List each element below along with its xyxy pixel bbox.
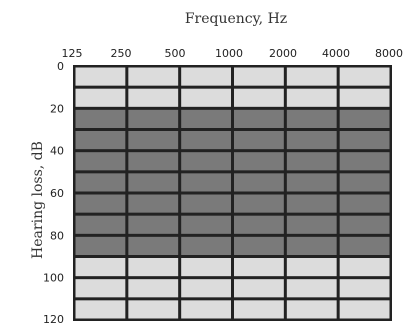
shaded-cell	[285, 172, 338, 193]
shaded-cell	[233, 130, 285, 151]
shaded-cell	[74, 151, 127, 172]
cell	[233, 257, 285, 278]
shaded-cell	[74, 172, 127, 193]
cell	[233, 66, 285, 87]
x-tick-label: 4000	[322, 47, 350, 60]
shaded-cell	[338, 193, 391, 214]
cell	[180, 278, 232, 299]
cell	[338, 87, 391, 108]
y-tick-label: 100	[43, 272, 64, 285]
cell	[180, 66, 232, 87]
cell	[74, 257, 127, 278]
cell	[338, 66, 391, 87]
x-tick-label: 500	[165, 47, 186, 60]
x-axis-ticks: 125 250 500 1000 2000 4000 8000	[62, 47, 404, 60]
shaded-cell	[285, 193, 338, 214]
cell	[74, 278, 127, 299]
cell	[233, 278, 285, 299]
y-tick-label: 80	[50, 229, 64, 242]
x-tick-label: 2000	[269, 47, 297, 60]
shaded-cell	[180, 151, 232, 172]
cell	[285, 299, 338, 320]
shaded-cell	[285, 235, 338, 257]
shaded-cell	[233, 151, 285, 172]
cell	[338, 299, 391, 320]
shaded-cell	[127, 214, 180, 235]
cell	[285, 87, 338, 108]
cell	[127, 278, 180, 299]
shaded-cell	[127, 151, 180, 172]
cell	[180, 257, 232, 278]
shaded-cell	[233, 172, 285, 193]
cell	[127, 257, 180, 278]
x-tick-label: 125	[62, 47, 83, 60]
y-axis-label: Hearing loss, dB	[30, 141, 46, 259]
x-tick-label: 250	[111, 47, 132, 60]
cell	[233, 299, 285, 320]
y-tick-label: 40	[50, 145, 64, 158]
shaded-cell	[285, 130, 338, 151]
shaded-cell	[338, 172, 391, 193]
shaded-cell	[180, 193, 232, 214]
cell	[74, 299, 127, 320]
cell	[74, 87, 127, 108]
shaded-cell	[338, 108, 391, 130]
x-tick-label: 8000	[375, 47, 403, 60]
shaded-cell	[180, 108, 232, 130]
y-axis-ticks: 0 20 40 60 80 100 120	[43, 60, 64, 326]
shaded-cell	[338, 214, 391, 235]
cell	[233, 87, 285, 108]
shaded-cell	[74, 193, 127, 214]
cell	[338, 257, 391, 278]
shaded-cell	[180, 214, 232, 235]
shaded-cell	[127, 172, 180, 193]
audiogram-grid	[74, 66, 391, 320]
shaded-cell	[74, 130, 127, 151]
shaded-cell	[233, 193, 285, 214]
shaded-cell	[285, 151, 338, 172]
y-tick-label: 20	[50, 102, 64, 115]
cell	[127, 66, 180, 87]
cell	[127, 87, 180, 108]
shaded-cell	[285, 214, 338, 235]
x-tick-label: 1000	[215, 47, 243, 60]
cell	[127, 299, 180, 320]
shaded-cell	[180, 172, 232, 193]
shaded-cell	[338, 130, 391, 151]
cell	[180, 299, 232, 320]
shaded-cell	[338, 235, 391, 257]
shaded-cell	[338, 151, 391, 172]
shaded-cell	[127, 108, 180, 130]
shaded-cell	[180, 130, 232, 151]
shaded-cell	[285, 108, 338, 130]
cell	[285, 66, 338, 87]
shaded-cell	[180, 235, 232, 257]
y-tick-label: 120	[43, 313, 64, 326]
y-tick-label: 0	[57, 60, 64, 73]
cell	[74, 66, 127, 87]
shaded-cell	[74, 235, 127, 257]
shaded-cell	[127, 193, 180, 214]
cell	[285, 278, 338, 299]
shaded-cell	[74, 214, 127, 235]
shaded-cell	[233, 235, 285, 257]
y-tick-label: 60	[50, 187, 64, 200]
shaded-cell	[74, 108, 127, 130]
cell	[285, 257, 338, 278]
shaded-cell	[127, 235, 180, 257]
chart-title: Frequency, Hz	[185, 11, 287, 27]
shaded-cell	[233, 108, 285, 130]
cell	[338, 278, 391, 299]
shaded-cell	[233, 214, 285, 235]
shaded-cell	[127, 130, 180, 151]
cell	[180, 87, 232, 108]
